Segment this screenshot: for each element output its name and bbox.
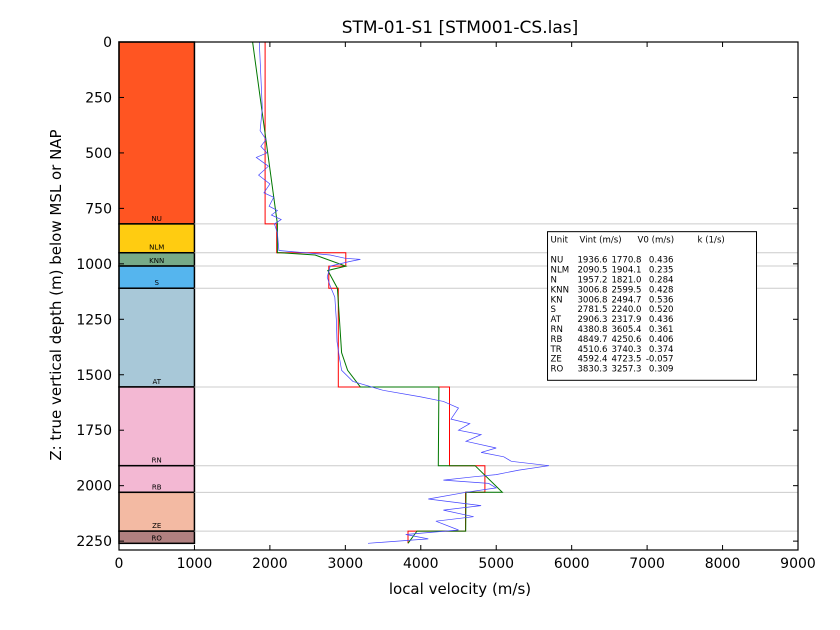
table-v0-cell: 1904.1 (611, 266, 641, 276)
chart-title: STM-01-S1 [STM001-CS.las] (342, 18, 579, 38)
table-k-cell: 0.309 (649, 365, 674, 375)
velocity-table-box (547, 231, 758, 381)
y-tick-label: 1500 (76, 368, 112, 384)
table-unit-cell: KNN (551, 285, 570, 295)
table-unit-cell: ZE (551, 355, 562, 365)
x-tick-label: 4000 (403, 556, 439, 572)
unit-box-rn (118, 386, 196, 467)
x-tick-label: 8000 (705, 556, 741, 572)
table-vint-cell: 1957.2 (577, 275, 607, 285)
table-unit-cell: RO (551, 365, 564, 375)
table-unit-cell: NLM (551, 266, 570, 276)
x-tick-label: 7000 (629, 556, 665, 572)
table-unit-cell: AT (551, 315, 562, 325)
x-tick-label: 0 (115, 556, 124, 572)
unit-label-knn: KNN (149, 257, 164, 265)
unit-label-nlm: NLM (149, 244, 164, 252)
table-v0-cell: 4723.5 (611, 355, 641, 365)
series-line-1 (264, 42, 486, 544)
table-vint-cell: 2090.5 (577, 266, 607, 276)
y-tick-label: 0 (103, 35, 112, 51)
x-tick-label: 5000 (478, 556, 514, 572)
table-k-cell: 0.428 (649, 285, 674, 295)
y-tick-label: 1750 (76, 423, 112, 439)
table-k-cell: 0.436 (649, 315, 674, 325)
unit-label-rn: RN (152, 457, 162, 465)
table-unit-cell: TR (550, 345, 562, 355)
unit-box-ze (118, 491, 196, 532)
table-v0-cell: 3257.3 (611, 365, 641, 375)
table-unit-cell: NU (551, 256, 564, 266)
x-tick-label: 1000 (177, 556, 213, 572)
unit-box-at (118, 287, 196, 388)
table-header-cell: Vint (m/s) (580, 236, 622, 246)
table-vint-cell: 4510.6 (577, 345, 607, 355)
table-v0-cell: 2240.0 (611, 305, 641, 315)
table-vint-cell: 3006.8 (577, 295, 607, 305)
x-axis-label: local velocity (m/s) (389, 580, 531, 598)
y-tick-label: 1250 (76, 312, 112, 328)
table-v0-cell: 1821.0 (611, 275, 641, 285)
table-v0-cell: 2317.9 (611, 315, 641, 325)
table-k-cell: 0.536 (649, 295, 674, 305)
unit-box-nu (118, 41, 196, 225)
unit-label-at: AT (152, 378, 161, 386)
table-header-cell: Unit (551, 236, 569, 246)
table-k-cell: 0.436 (649, 256, 674, 266)
table-unit-cell: KN (551, 295, 563, 305)
table-header-cell: V0 (m/s) (638, 236, 675, 246)
table-vint-cell: 1936.6 (577, 256, 607, 266)
table-v0-cell: 4250.6 (611, 335, 641, 345)
table-vint-cell: 4592.4 (577, 355, 607, 365)
x-tick-label: 9000 (780, 556, 816, 572)
table-unit-cell: RN (551, 325, 563, 335)
unit-label-ze: ZE (152, 522, 161, 530)
y-tick-label: 250 (85, 90, 112, 106)
table-v0-cell: 3740.3 (611, 345, 641, 355)
series-line-2 (252, 41, 504, 544)
table-vint-cell: 4849.7 (577, 335, 607, 345)
table-header-cell: k (1/s) (698, 236, 725, 246)
table-k-cell: 0.520 (649, 305, 674, 315)
table-k-cell: 0.235 (649, 266, 674, 276)
table-vint-cell: 2781.5 (577, 305, 607, 315)
unit-label-ro: RO (152, 534, 163, 542)
y-axis-label: Z: true vertical depth (m) below MSL or … (47, 129, 65, 460)
x-tick-label: 2000 (252, 556, 288, 572)
table-v0-cell: 2599.5 (611, 285, 641, 295)
table-unit-cell: S (551, 305, 556, 315)
table-k-cell: 0.406 (649, 335, 674, 345)
plot-frame (118, 41, 799, 551)
table-vint-cell: 3830.3 (577, 365, 607, 375)
table-k-cell: 0.361 (649, 325, 674, 335)
table-v0-cell: 1770.8 (611, 256, 641, 266)
y-tick-label: 2250 (76, 534, 112, 550)
y-tick-label: 750 (85, 201, 112, 217)
x-tick-label: 3000 (328, 556, 364, 572)
table-vint-cell: 4380.8 (577, 325, 607, 335)
table-v0-cell: 3605.4 (611, 325, 641, 335)
unit-label-rb: RB (152, 483, 162, 491)
x-tick-label: 6000 (554, 556, 590, 572)
table-k-cell: 0.284 (649, 275, 674, 285)
series-line-3 (255, 41, 550, 544)
y-tick-label: 500 (85, 146, 112, 162)
y-tick-label: 2000 (76, 479, 112, 495)
table-k-cell: 0.374 (649, 345, 674, 355)
table-unit-cell: N (551, 275, 557, 285)
table-unit-cell: RB (551, 335, 563, 345)
y-tick-label: 1000 (76, 257, 112, 273)
table-v0-cell: 2494.7 (611, 295, 641, 305)
unit-label-s: S (154, 279, 159, 287)
unit-label-nu: NU (152, 215, 162, 223)
table-k-cell: -0.057 (646, 355, 674, 365)
table-vint-cell: 3006.8 (577, 285, 607, 295)
table-vint-cell: 2906.3 (577, 315, 607, 325)
